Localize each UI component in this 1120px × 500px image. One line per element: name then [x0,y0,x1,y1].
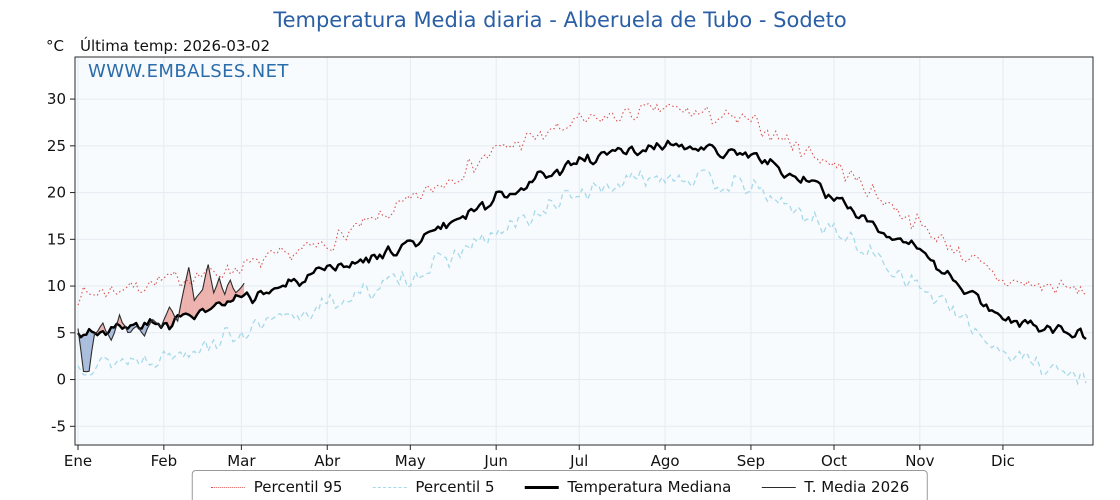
x-axis-ticks: Ene Feb Mar Abr May Jun Jul Ago Sep Oct Nov Dic [64,445,1015,470]
watermark-embalses: WWW.EMBALSES.NET [88,61,289,82]
svg-text:30: 30 [47,90,66,108]
t-media-2026-line [77,264,245,373]
legend-item-mediana: Temperatura Mediana [524,478,731,496]
last-temp-subtitle: Última temp: 2026-03-02 [80,37,271,55]
svg-text:Jul: Jul [569,452,588,470]
percentil-5-line-sample-icon [372,486,407,488]
temperatura-mediana-line [77,139,1087,341]
svg-text:-5: -5 [51,417,66,435]
svg-text:25: 25 [47,137,66,155]
svg-text:Feb: Feb [151,452,178,470]
legend-item-percentil-5: Percentil 5 [372,478,494,496]
legend-item-t-media-2026: T. Media 2026 [761,478,909,496]
svg-text:0: 0 [56,371,66,389]
gridlines [75,57,1093,445]
svg-text:Sep: Sep [737,452,765,470]
svg-text:5: 5 [56,324,66,342]
svg-text:15: 15 [47,230,66,248]
legend-label-t-media-2026: T. Media 2026 [804,478,910,496]
legend-label-percentil-95: Percentil 95 [253,478,343,496]
plot-frame [74,56,1094,446]
percentil-95-line-sample-icon [210,486,245,488]
svg-text:Nov: Nov [905,452,934,470]
svg-text:Abr: Abr [314,452,341,470]
mediana-line-sample-icon [524,485,559,489]
svg-text:Dic: Dic [991,452,1015,470]
legend-item-percentil-95: Percentil 95 [210,478,343,496]
svg-text:Jun: Jun [483,452,507,470]
svg-text:Ago: Ago [651,452,680,470]
percentil-5-line [77,169,1087,386]
legend-label-mediana: Temperatura Mediana [567,478,732,496]
svg-text:Oct: Oct [821,452,847,470]
y-axis-unit-label: °C [46,37,64,55]
svg-text:Mar: Mar [227,452,256,470]
svg-text:Ene: Ene [64,452,92,470]
svg-text:20: 20 [47,184,66,202]
svg-text:May: May [395,452,426,470]
chart-legend: Percentil 95 Percentil 5 Temperatura Med… [191,470,929,500]
plot-background [75,57,1093,445]
t-media-2026-line-sample-icon [761,486,796,488]
page-title: Temperatura Media diaria - Alberuela de … [273,8,847,32]
legend-label-percentil-5: Percentil 5 [415,478,495,496]
y-axis-ticks: -5 0 5 10 15 20 25 30 [47,90,75,435]
svg-text:10: 10 [47,277,66,295]
